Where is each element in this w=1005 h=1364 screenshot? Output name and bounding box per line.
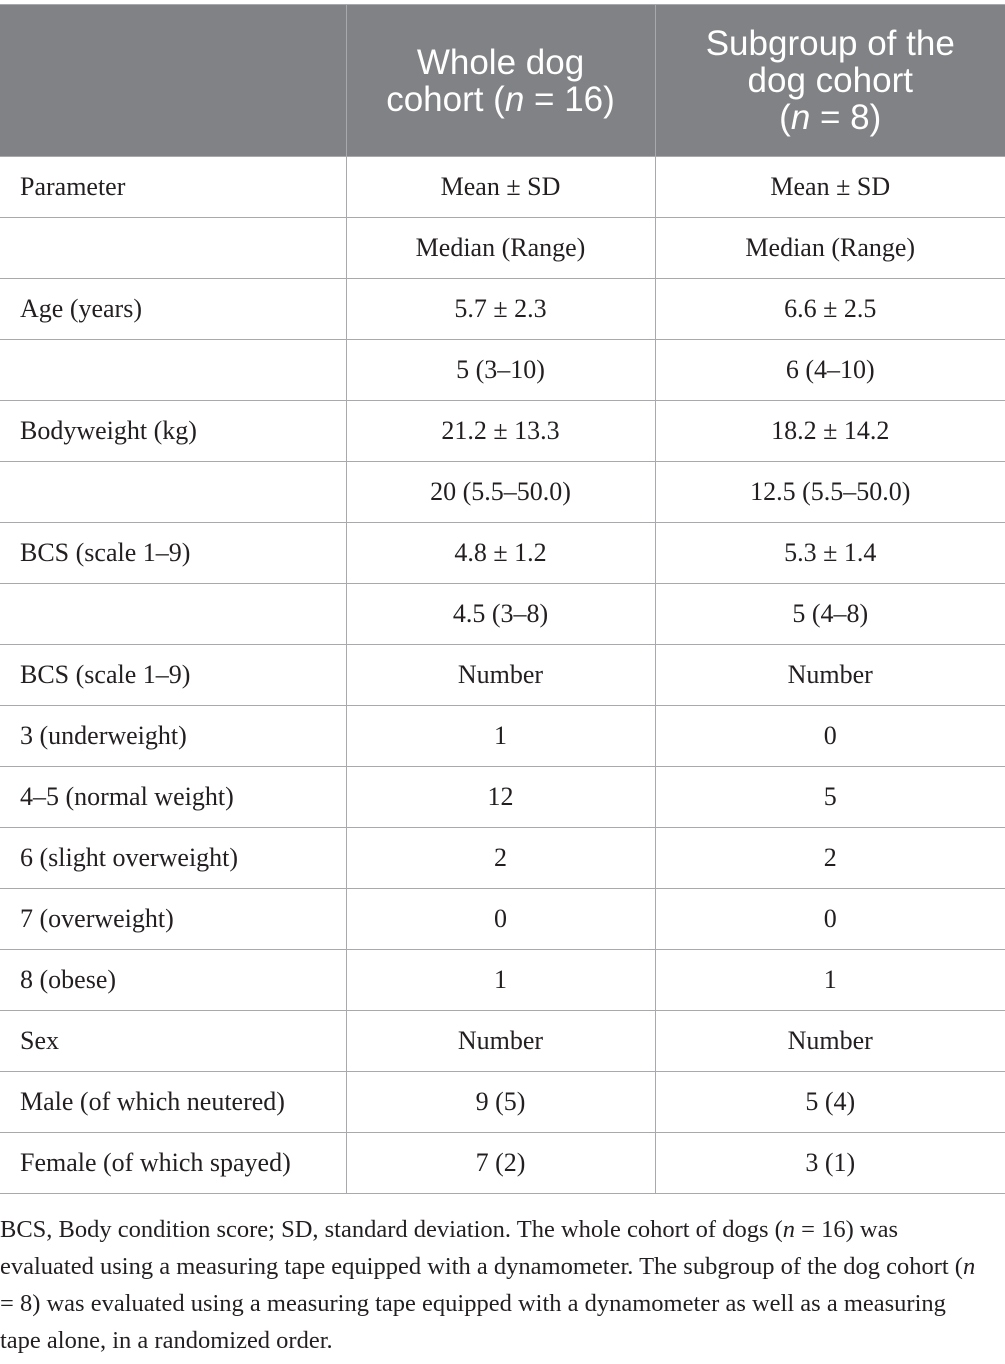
table-row: 4–5 (normal weight) 12 5: [0, 766, 1005, 828]
header-subgroup: Subgroup of the dog cohort (n = 8): [654, 4, 1005, 157]
whole-cohort-cell: 1: [345, 949, 656, 1011]
footnote-part3: = 8) was evaluated using a measuring tap…: [0, 1290, 946, 1354]
subgroup-cell: 6.6 ± 2.5: [654, 278, 1005, 340]
row-label-cell: Female (of which spayed): [0, 1132, 347, 1194]
table-row: 5 (3–10) 6 (4–10): [0, 339, 1005, 401]
subgroup-cell: 5: [654, 766, 1005, 828]
table-footnote: BCS, Body condition score; SD, standard …: [0, 1211, 990, 1359]
whole-cohort-cell: Mean ± SD: [345, 156, 656, 218]
subgroup-cell: 0: [654, 705, 1005, 767]
table-row: Age (years) 5.7 ± 2.3 6.6 ± 2.5: [0, 278, 1005, 340]
row-label-cell: Sex: [0, 1010, 347, 1072]
footnote-n2: n: [962, 1253, 976, 1280]
subgroup-cell: 6 (4–10): [654, 339, 1005, 401]
header-row: Whole dog cohort (n = 16) Subgroup of th…: [0, 4, 1005, 157]
row-label-cell: 8 (obese): [0, 949, 347, 1011]
row-label-cell: [0, 217, 347, 279]
footnote-part1: BCS, Body condition score; SD, standard …: [0, 1216, 783, 1243]
whole-cohort-cell: 7 (2): [345, 1132, 656, 1194]
subgroup-cell: 3 (1): [654, 1132, 1005, 1194]
table-body: Parameter Mean ± SD Mean ± SD Median (Range…: [0, 156, 1005, 1194]
subgroup-cell: 12.5 (5.5–50.0): [654, 461, 1005, 523]
whole-cohort-cell: 4.8 ± 1.2: [345, 522, 656, 584]
table-row: Male (of which neutered) 9 (5) 5 (4): [0, 1071, 1005, 1133]
whole-cohort-cell: Median (Range): [345, 217, 656, 279]
whole-cohort-cell: 21.2 ± 13.3: [345, 400, 656, 462]
header-blank-cell: [0, 4, 347, 157]
whole-cohort-cell: 5.7 ± 2.3: [345, 278, 656, 340]
whole-cohort-cell: Number: [345, 644, 656, 706]
row-label-cell: [0, 339, 347, 401]
table-row: Bodyweight (kg) 21.2 ± 13.3 18.2 ± 14.2: [0, 400, 1005, 462]
subgroup-cell: Median (Range): [654, 217, 1005, 279]
table-row: 6 (slight overweight) 2 2: [0, 827, 1005, 889]
row-label-cell: 4–5 (normal weight): [0, 766, 347, 828]
header-whole-line2-post: = 16): [524, 79, 615, 119]
table-row: Median (Range) Median (Range): [0, 217, 1005, 279]
header-sub-line3-post: = 8): [810, 98, 882, 137]
table-row: Parameter Mean ± SD Mean ± SD: [0, 156, 1005, 218]
header-whole-line1: Whole dog: [416, 42, 585, 82]
whole-cohort-cell: Number: [345, 1010, 656, 1072]
subgroup-cell: 1: [654, 949, 1005, 1011]
subgroup-cell: 5 (4): [654, 1071, 1005, 1133]
row-label-cell: Bodyweight (kg): [0, 400, 347, 462]
footnote-part2: = 16) was evaluated using a measuring ta…: [0, 1216, 963, 1280]
whole-cohort-cell: 1: [345, 705, 656, 767]
row-label-cell: BCS (scale 1–9): [0, 522, 347, 584]
subgroup-cell: Mean ± SD: [654, 156, 1005, 218]
footnote-n1: n: [782, 1216, 796, 1243]
whole-cohort-cell: 4.5 (3–8): [345, 583, 656, 645]
subgroup-cell: 5 (4–8): [654, 583, 1005, 645]
row-label-cell: [0, 583, 347, 645]
subgroup-cell: Number: [654, 1010, 1005, 1072]
subgroup-cell: 2: [654, 827, 1005, 889]
header-whole-cohort: Whole dog cohort (n = 16): [345, 4, 656, 157]
row-label-cell: Parameter: [0, 156, 347, 218]
table-row: 20 (5.5–50.0) 12.5 (5.5–50.0): [0, 461, 1005, 523]
table-row: 7 (overweight) 0 0: [0, 888, 1005, 950]
header-whole-line2-pre: cohort (: [386, 79, 505, 119]
table-row: 4.5 (3–8) 5 (4–8): [0, 583, 1005, 645]
header-sub-line2: dog cohort: [747, 61, 913, 100]
table-row: BCS (scale 1–9) Number Number: [0, 644, 1005, 706]
row-label-cell: Male (of which neutered): [0, 1071, 347, 1133]
subgroup-cell: 0: [654, 888, 1005, 950]
row-label-cell: 3 (underweight): [0, 705, 347, 767]
row-label-cell: [0, 461, 347, 523]
header-sub-line3-pre: (: [779, 98, 791, 137]
row-label-cell: 6 (slight overweight): [0, 827, 347, 889]
row-label-cell: 7 (overweight): [0, 888, 347, 950]
whole-cohort-cell: 2: [345, 827, 656, 889]
header-sub-n: n: [790, 98, 811, 137]
whole-cohort-cell: 9 (5): [345, 1071, 656, 1133]
whole-cohort-cell: 20 (5.5–50.0): [345, 461, 656, 523]
table-row: 3 (underweight) 1 0: [0, 705, 1005, 767]
row-label-cell: Age (years): [0, 278, 347, 340]
subgroup-cell: 18.2 ± 14.2: [654, 400, 1005, 462]
table-row: Sex Number Number: [0, 1010, 1005, 1072]
whole-cohort-cell: 5 (3–10): [345, 339, 656, 401]
row-label-cell: BCS (scale 1–9): [0, 644, 347, 706]
subgroup-cell: Number: [654, 644, 1005, 706]
cohort-table: Whole dog cohort (n = 16) Subgroup of th…: [0, 4, 1005, 1194]
table-row: BCS (scale 1–9) 4.8 ± 1.2 5.3 ± 1.4: [0, 522, 1005, 584]
whole-cohort-cell: 12: [345, 766, 656, 828]
header-whole-n: n: [504, 79, 525, 119]
table-row: 8 (obese) 1 1: [0, 949, 1005, 1011]
table-row: Female (of which spayed) 7 (2) 3 (1): [0, 1132, 1005, 1194]
header-sub-line1: Subgroup of the: [705, 24, 955, 63]
whole-cohort-cell: 0: [345, 888, 656, 950]
subgroup-cell: 5.3 ± 1.4: [654, 522, 1005, 584]
